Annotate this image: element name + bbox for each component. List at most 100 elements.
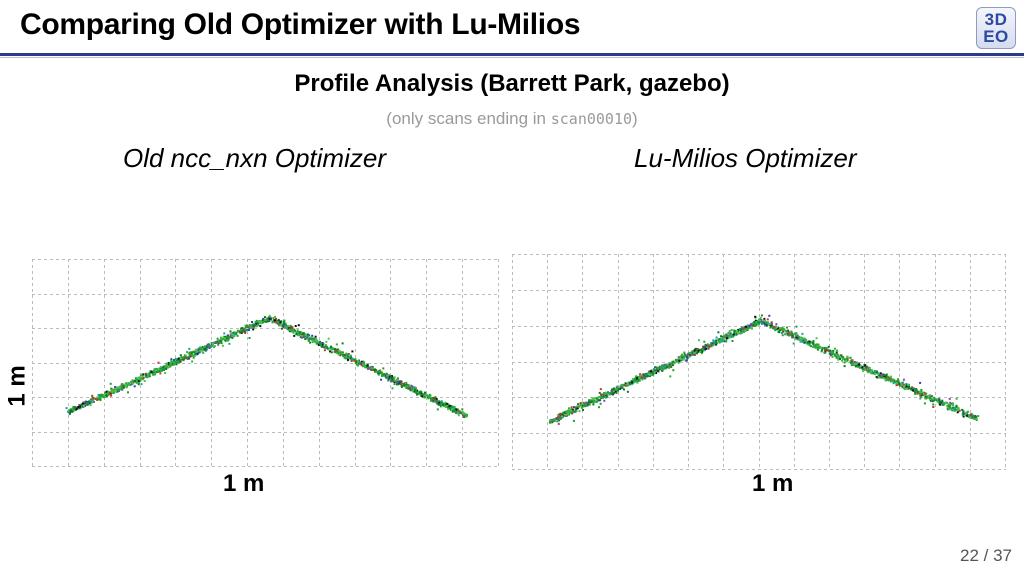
page-number: 22 / 37 bbox=[960, 546, 1012, 566]
scan-point bbox=[170, 363, 173, 366]
scan-point bbox=[867, 369, 870, 372]
scan-point bbox=[858, 362, 861, 365]
scan-point bbox=[182, 359, 185, 362]
scan-point bbox=[381, 371, 384, 374]
scan-point bbox=[710, 345, 713, 348]
scan-point bbox=[241, 329, 244, 331]
scan-point bbox=[184, 354, 187, 357]
scan-point bbox=[659, 367, 662, 370]
scan-point bbox=[98, 397, 101, 400]
scan-point bbox=[337, 353, 340, 356]
title-rule-shadow bbox=[0, 57, 1024, 58]
scan-point bbox=[335, 348, 338, 351]
scan-point bbox=[342, 355, 345, 358]
scan-point bbox=[745, 325, 747, 328]
scan-point bbox=[967, 414, 970, 417]
scan-point bbox=[706, 346, 709, 349]
scan-point bbox=[90, 399, 93, 402]
scan-point bbox=[795, 336, 798, 339]
scan-point bbox=[650, 373, 653, 376]
scan-point bbox=[283, 324, 286, 327]
scan-point bbox=[131, 382, 134, 385]
scan-point bbox=[362, 365, 365, 368]
scan-point bbox=[144, 375, 147, 378]
scan-point bbox=[641, 378, 644, 381]
scan-point bbox=[661, 365, 664, 368]
scan-point bbox=[119, 387, 122, 390]
scan-point bbox=[276, 320, 279, 323]
scan-point bbox=[245, 329, 248, 331]
scan-point bbox=[765, 321, 768, 324]
scan-point bbox=[938, 403, 941, 406]
scan-point bbox=[192, 356, 195, 359]
scan-point bbox=[668, 365, 671, 368]
scan-point bbox=[855, 365, 857, 368]
scan-point bbox=[878, 374, 881, 377]
scan-point bbox=[938, 399, 941, 402]
scan-point bbox=[678, 359, 681, 362]
scan-point bbox=[284, 323, 287, 326]
scan-point bbox=[633, 380, 636, 383]
scan-point bbox=[350, 360, 353, 362]
scan-point bbox=[643, 376, 646, 379]
scan-point bbox=[76, 406, 78, 409]
scan-point bbox=[116, 389, 119, 392]
scan-point bbox=[914, 391, 917, 394]
scan-point bbox=[578, 404, 581, 407]
scan-point bbox=[81, 403, 84, 406]
scan-point bbox=[226, 334, 229, 337]
scan-point bbox=[456, 412, 459, 415]
scan-point bbox=[791, 334, 794, 337]
scan-point bbox=[955, 397, 958, 400]
scan-point bbox=[344, 354, 347, 357]
scan-point bbox=[98, 396, 101, 399]
scan-point bbox=[628, 381, 631, 384]
scan-point bbox=[311, 341, 314, 343]
scan-point bbox=[599, 399, 602, 402]
scan-point bbox=[89, 404, 92, 407]
scan-point bbox=[275, 321, 278, 324]
scan-point bbox=[263, 319, 266, 322]
scan-point bbox=[235, 331, 238, 334]
scan-point bbox=[680, 358, 683, 361]
scan-point bbox=[380, 370, 383, 373]
scan-point bbox=[617, 389, 619, 392]
scan-point bbox=[938, 400, 941, 403]
scan-point bbox=[210, 344, 213, 347]
scan-point bbox=[901, 384, 904, 387]
scan-point bbox=[614, 390, 617, 393]
scan-point bbox=[639, 373, 642, 376]
scan-point bbox=[725, 340, 728, 343]
scan-point bbox=[197, 351, 200, 354]
scan-point bbox=[697, 349, 700, 352]
scan-point bbox=[554, 418, 557, 421]
scan-point bbox=[952, 404, 955, 407]
scan-point bbox=[958, 409, 961, 412]
scan-point bbox=[712, 342, 715, 345]
scan-point bbox=[465, 413, 467, 416]
scan-point bbox=[593, 397, 596, 400]
scan-point bbox=[239, 331, 242, 334]
scan-point bbox=[157, 368, 160, 371]
scan-point bbox=[871, 370, 874, 373]
scan-point bbox=[872, 372, 875, 375]
scan-point bbox=[774, 329, 777, 332]
scan-point bbox=[865, 365, 868, 368]
scan-point bbox=[581, 401, 584, 404]
scan-point bbox=[821, 348, 824, 351]
scan-point bbox=[381, 374, 383, 377]
scan-point bbox=[191, 353, 194, 356]
scan-point bbox=[787, 329, 789, 332]
scan-point bbox=[91, 394, 94, 397]
scan-point bbox=[711, 342, 714, 345]
scan-point bbox=[82, 402, 85, 405]
scan-point bbox=[725, 333, 727, 336]
scan-point bbox=[794, 338, 797, 341]
scan-point bbox=[309, 341, 312, 344]
scan-point bbox=[436, 402, 439, 405]
scan-point bbox=[824, 348, 826, 351]
scan-point bbox=[105, 394, 108, 397]
scan-point bbox=[931, 400, 934, 403]
scan-point bbox=[618, 387, 620, 390]
scan-point bbox=[574, 408, 577, 411]
